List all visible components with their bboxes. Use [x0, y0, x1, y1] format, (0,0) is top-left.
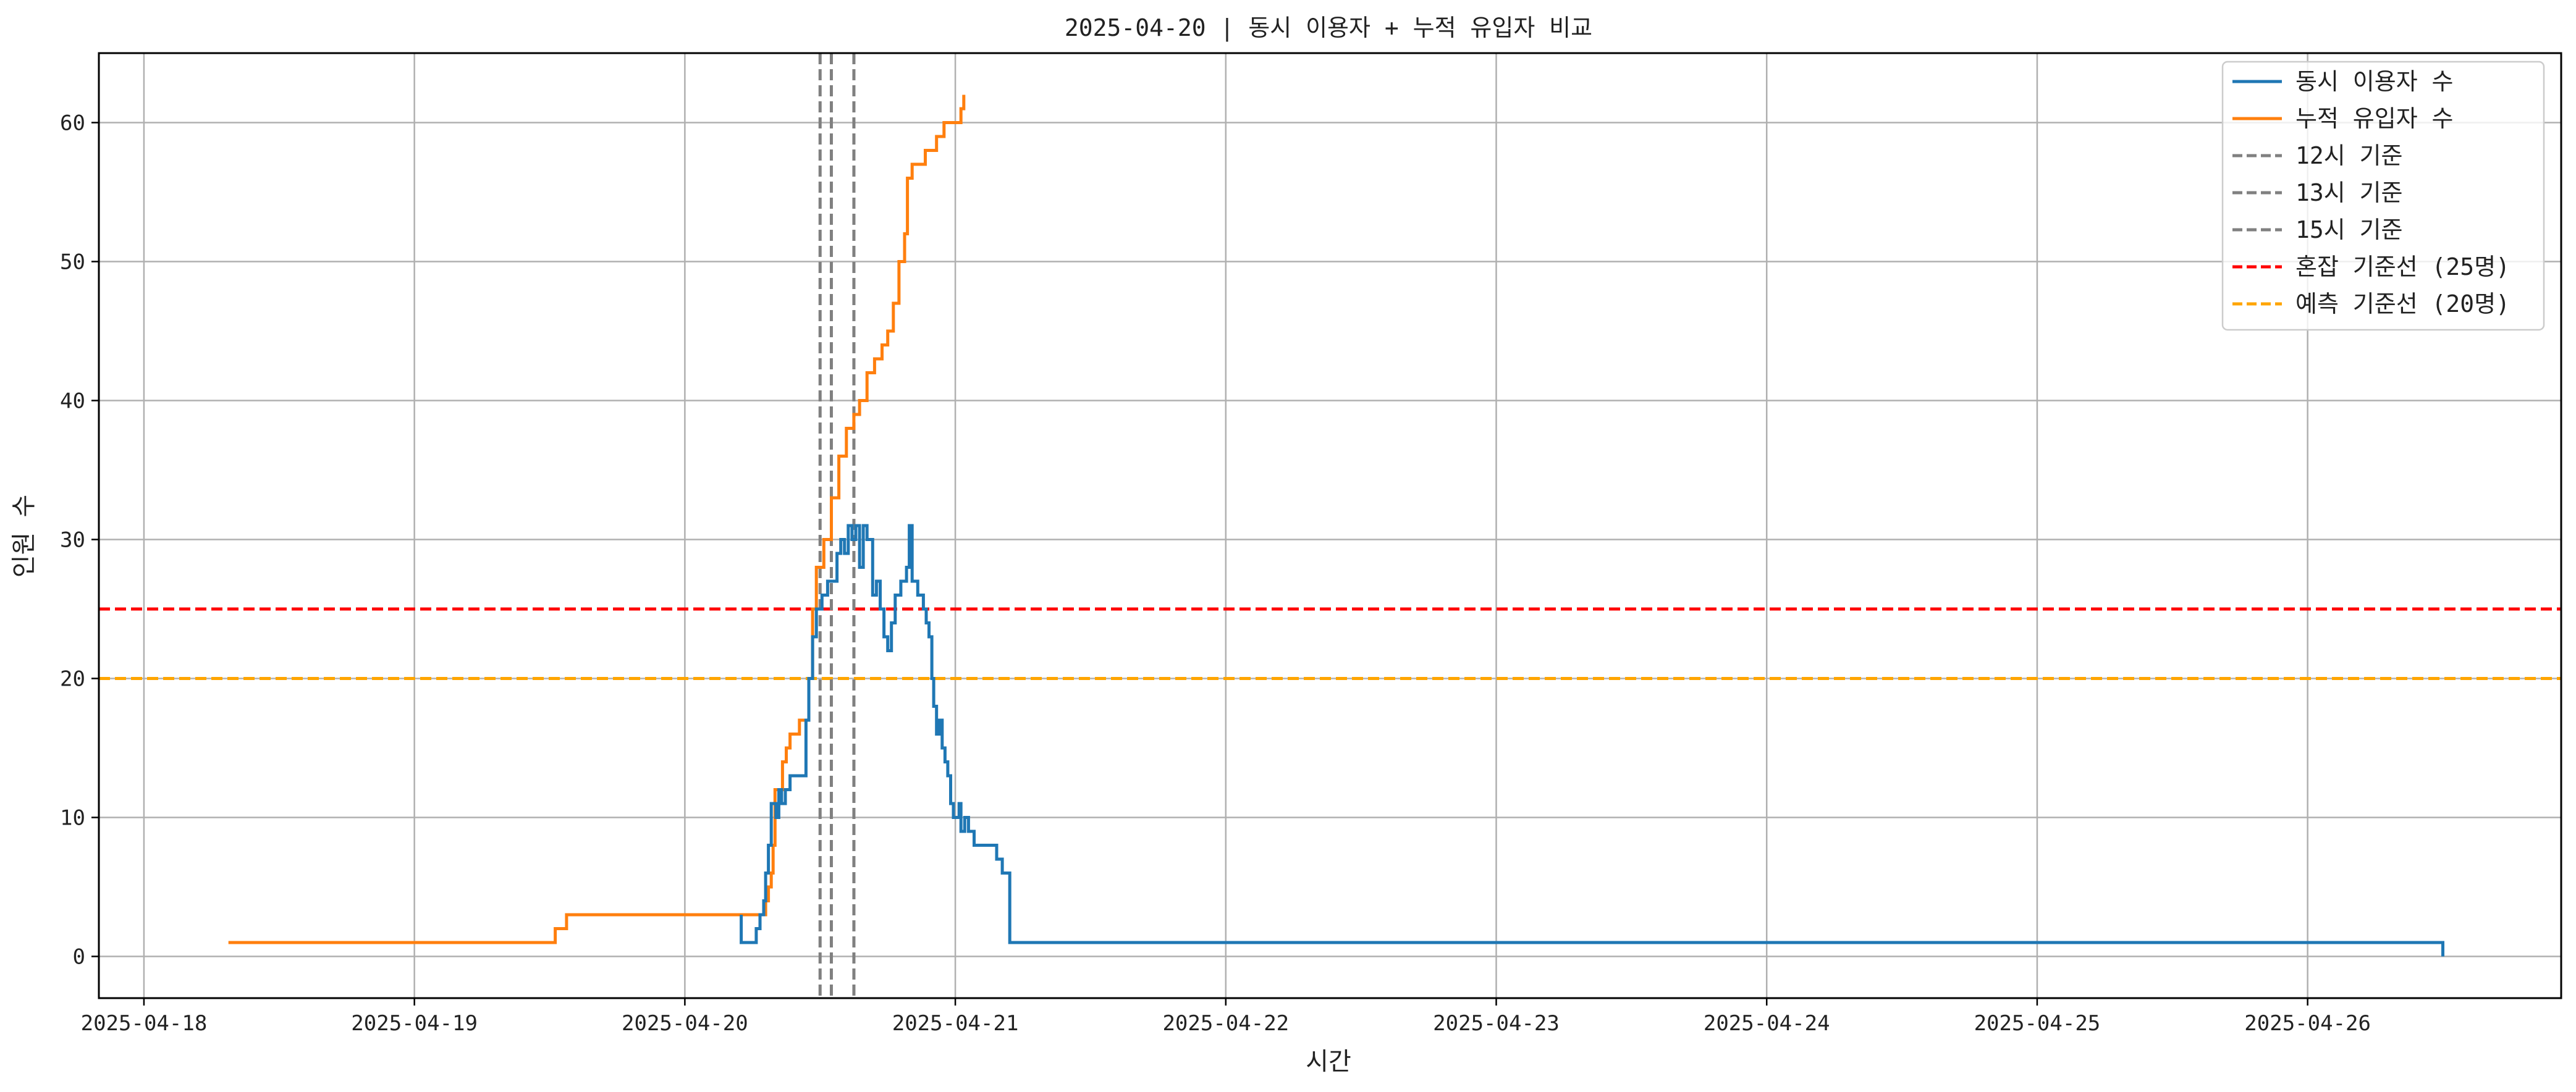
- x-tick-label: 2025-04-25: [1974, 1011, 2101, 1036]
- y-tick-label: 0: [73, 945, 85, 970]
- x-tick-label: 2025-04-23: [1433, 1011, 1560, 1036]
- x-tick-label: 2025-04-24: [1704, 1011, 1830, 1036]
- grid-lines: [99, 53, 2561, 998]
- y-tick-label: 40: [60, 389, 85, 414]
- series-line: [228, 94, 966, 944]
- legend-box: [2221, 61, 2545, 331]
- y-tick-label: 10: [60, 806, 85, 831]
- y-tick-label: 20: [60, 667, 85, 692]
- legend-label: 예측 기준선 (20명): [2295, 290, 2510, 317]
- plot-frame: [98, 52, 2562, 999]
- y-tick-label: 60: [60, 111, 85, 136]
- axis-ticks: 2025-04-18 2025-04-19 2025-04-20 2025-04-21…: [60, 111, 2371, 1036]
- series-line: [740, 524, 2444, 957]
- legend-label: 동시 이용자 수: [2295, 68, 2454, 95]
- x-tick-label: 2025-04-19: [351, 1011, 478, 1036]
- x-tick-label: 2025-04-26: [2244, 1011, 2371, 1036]
- x-tick-label: 2025-04-21: [892, 1011, 1019, 1036]
- y-tick-label: 50: [60, 250, 85, 275]
- y-tick-label: 30: [60, 528, 85, 553]
- series-layer: [228, 94, 2444, 957]
- x-axis-label: 시간: [1306, 1048, 1351, 1076]
- y-axis-label: 인원 수: [10, 495, 38, 578]
- legend-label: 15시 기준: [2295, 216, 2403, 243]
- legend-label: 13시 기준: [2295, 179, 2403, 206]
- legend-label: 누적 유입자 수: [2295, 105, 2454, 132]
- x-tick-label: 2025-04-22: [1162, 1011, 1289, 1036]
- x-tick-label: 2025-04-18: [81, 1011, 208, 1036]
- reference-lines: [99, 53, 2561, 998]
- chart-title: 2025-04-20 | 동시 이용자 + 누적 유입자 비교: [1065, 14, 1592, 42]
- x-tick-label: 2025-04-20: [622, 1011, 748, 1036]
- legend-label: 혼잡 기준선 (25명): [2295, 253, 2510, 280]
- legend-label: 12시 기준: [2295, 142, 2403, 169]
